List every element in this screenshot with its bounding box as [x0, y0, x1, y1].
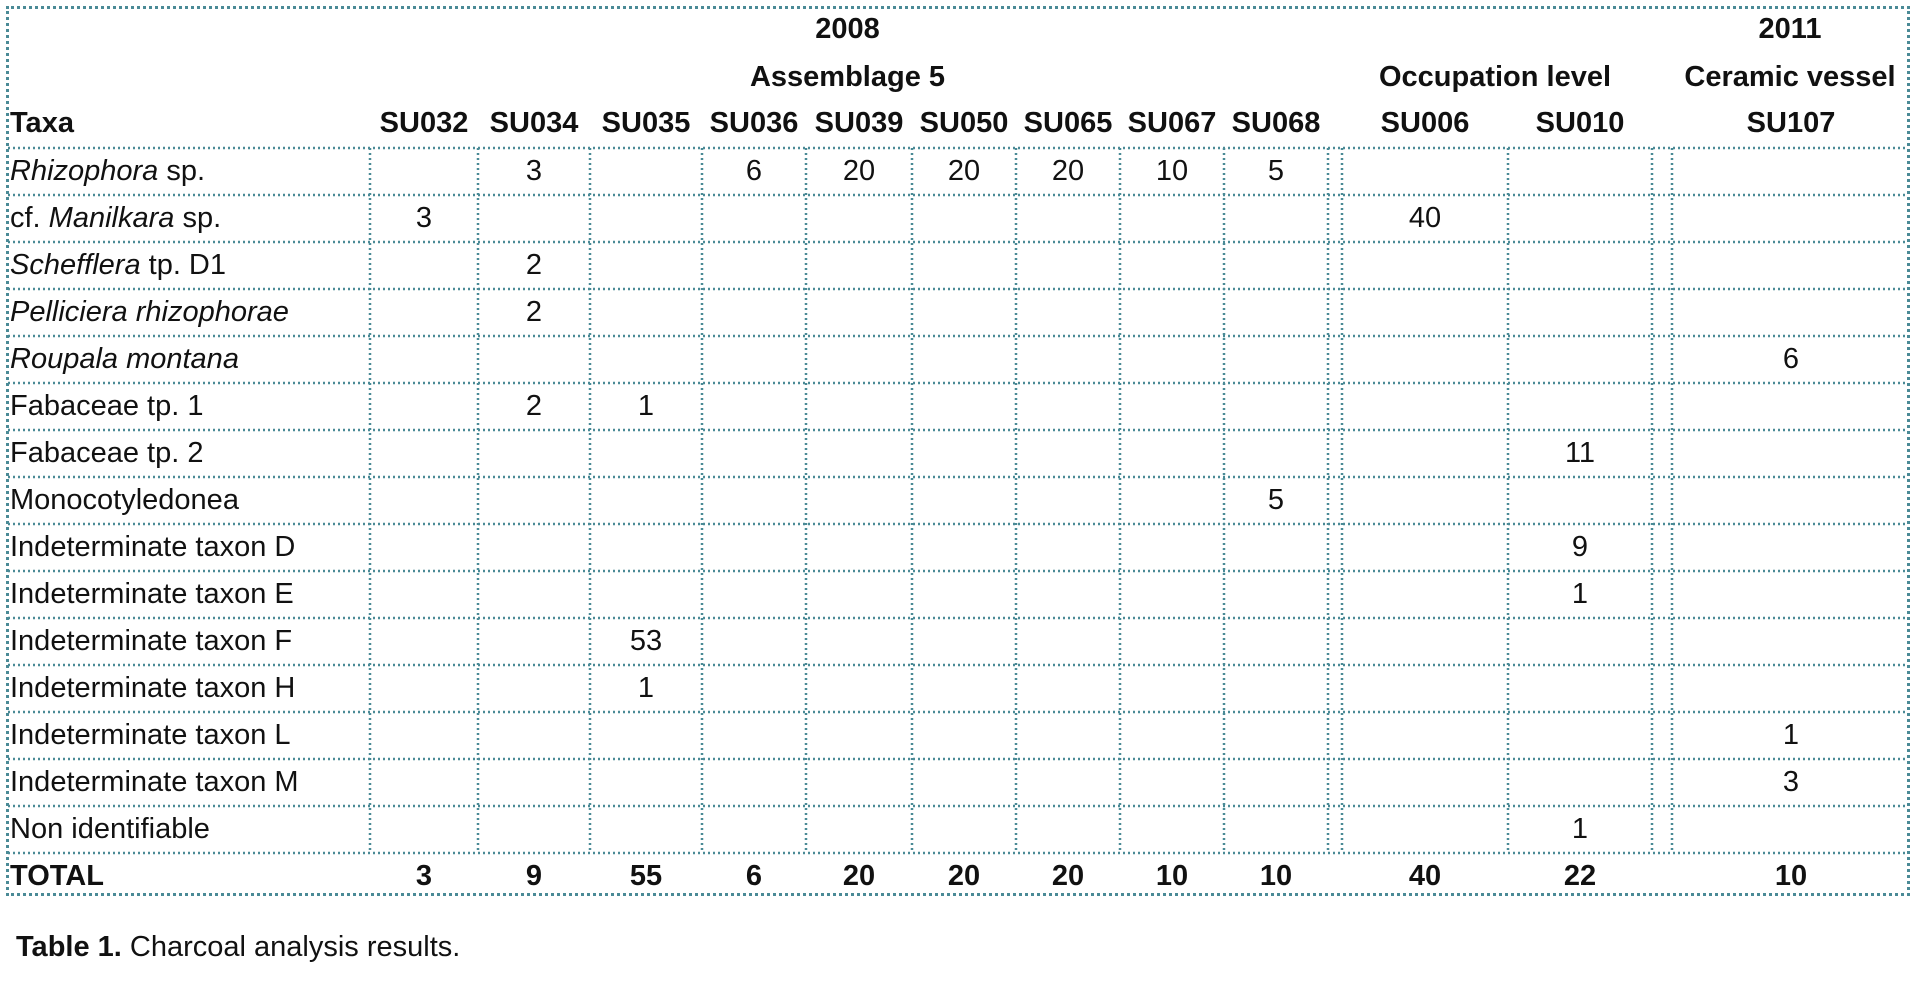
taxon-name: Monocotyledonea [10, 484, 239, 516]
total-value: 10 [1259, 860, 1293, 892]
total-label: TOTAL [10, 860, 104, 892]
taxon-name: Indeterminate taxon F [10, 625, 293, 657]
taxon-name: Indeterminate taxon H [10, 672, 296, 704]
cell-value: 20 [842, 155, 876, 187]
column-header-su032: SU032 [379, 107, 469, 139]
taxon-name: Indeterminate taxon M [10, 766, 299, 798]
total-value: 6 [745, 860, 763, 892]
cell-value: 40 [1408, 202, 1442, 234]
total-value: 20 [842, 860, 876, 892]
taxon-name: cf. Manilkara sp. [10, 202, 222, 234]
header-year-2011: 2011 [1758, 13, 1822, 45]
cell-value: 10 [1155, 155, 1189, 187]
total-value: 10 [1155, 860, 1189, 892]
total-value: 9 [525, 860, 543, 892]
column-header-su010: SU010 [1535, 107, 1625, 139]
column-header-su036: SU036 [709, 107, 799, 139]
taxon-name: Indeterminate taxon L [10, 719, 291, 751]
column-header-su107: SU107 [1746, 107, 1836, 139]
cell-value: 3 [415, 202, 433, 234]
cell-value: 6 [1782, 343, 1800, 375]
cell-value: 1 [1782, 719, 1800, 751]
total-value: 3 [415, 860, 433, 892]
column-header-su034: SU034 [489, 107, 579, 139]
column-header-su006: SU006 [1380, 107, 1470, 139]
header-year-2008: 2008 [815, 13, 880, 45]
column-header-su050: SU050 [919, 107, 1009, 139]
taxon-name: Schefflera tp. D1 [10, 249, 227, 281]
total-value: 10 [1774, 860, 1808, 892]
cell-value: 1 [637, 672, 655, 704]
cell-value: 2 [525, 390, 543, 422]
total-value: 55 [629, 860, 663, 892]
header-assemblage-5: Assemblage 5 [749, 61, 946, 93]
results-table [6, 6, 1910, 896]
taxon-name: Non identifiable [10, 813, 210, 845]
cell-value: 2 [525, 296, 543, 328]
taxon-name: Fabaceae tp. 2 [10, 437, 204, 469]
cell-value: 5 [1267, 155, 1285, 187]
taxon-name: Rhizophora sp. [10, 155, 206, 187]
cell-value: 2 [525, 249, 543, 281]
cell-value: 1 [637, 390, 655, 422]
cell-value: 3 [1782, 766, 1800, 798]
column-header-su068: SU068 [1231, 107, 1321, 139]
column-header-su035: SU035 [601, 107, 691, 139]
total-value: 22 [1563, 860, 1597, 892]
total-value: 20 [1051, 860, 1085, 892]
cell-value: 3 [525, 155, 543, 187]
table-caption: Table 1. Charcoal analysis results. [16, 924, 460, 970]
header-ceramic-vessel: Ceramic vessel [1684, 61, 1896, 93]
header-taxa: Taxa [10, 107, 74, 139]
taxon-name: Indeterminate taxon D [10, 531, 296, 563]
taxon-name: Pelliciera rhizophorae [10, 296, 289, 328]
cell-value: 1 [1571, 578, 1589, 610]
header-occupation-level: Occupation level [1378, 61, 1612, 93]
cell-value: 20 [947, 155, 981, 187]
caption-text: Charcoal analysis results. [121, 931, 461, 963]
cell-value: 1 [1571, 813, 1589, 845]
taxon-name: Indeterminate taxon E [10, 578, 294, 610]
column-header-su065: SU065 [1023, 107, 1113, 139]
taxon-name: Fabaceae tp. 1 [10, 390, 204, 422]
cell-value: 6 [745, 155, 763, 187]
column-header-su067: SU067 [1127, 107, 1217, 139]
cell-value: 5 [1267, 484, 1285, 516]
column-header-su039: SU039 [814, 107, 904, 139]
total-value: 20 [947, 860, 981, 892]
taxon-name: Roupala montana [10, 343, 239, 375]
caption-label: Table 1. [16, 931, 122, 963]
cell-value: 20 [1051, 155, 1085, 187]
cell-value: 11 [1564, 437, 1596, 469]
total-value: 40 [1408, 860, 1442, 892]
cell-value: 9 [1571, 531, 1589, 563]
cell-value: 53 [629, 625, 663, 657]
